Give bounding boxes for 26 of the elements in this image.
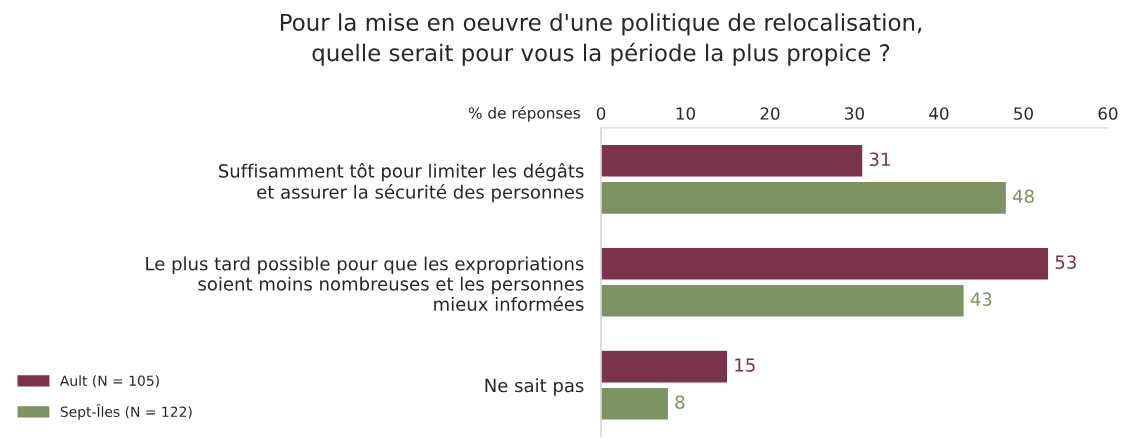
- x-axis-title: % de réponses: [468, 106, 580, 122]
- x-tick-label: 50: [1014, 107, 1033, 120]
- x-tick-label: 40: [929, 107, 949, 120]
- data-label: 48: [1012, 189, 1034, 204]
- bar: [601, 180, 1008, 216]
- x-tick-label: 30: [845, 107, 864, 120]
- y-tick-label: Le plus tard possible pour que les expropriations soient moins nombreuses et les personnes mieux informées: [146, 256, 584, 311]
- x-tick-label: 10: [676, 107, 695, 120]
- data-label: 15: [735, 358, 755, 372]
- bar: [601, 283, 965, 318]
- data-label: 8: [675, 395, 685, 409]
- legend-label: Ault (N = 105): [59, 375, 159, 388]
- y-tick-label: Ne sait pas: [485, 378, 584, 396]
- data-label: 31: [869, 152, 890, 167]
- x-tick-label: 0: [596, 107, 606, 120]
- y-tick-label: Suffisamment tôt pour limiter les dégâts et assurer la sécurité des personnes: [219, 163, 584, 203]
- bar: [601, 246, 1050, 281]
- bar: [601, 386, 670, 421]
- bar: [601, 349, 729, 384]
- bar: [601, 143, 864, 178]
- data-label: 43: [970, 292, 992, 306]
- legend-label: Sept-Îles (N = 122): [60, 403, 192, 420]
- x-tick-label: 60: [1098, 107, 1118, 120]
- data-label: 53: [1055, 255, 1076, 269]
- x-tick-label: 20: [760, 107, 780, 120]
- chart-title: Pour la mise en oeuvre d'une politique de relocalisation, quelle serait pour vous la période la plus propice ?: [280, 13, 922, 66]
